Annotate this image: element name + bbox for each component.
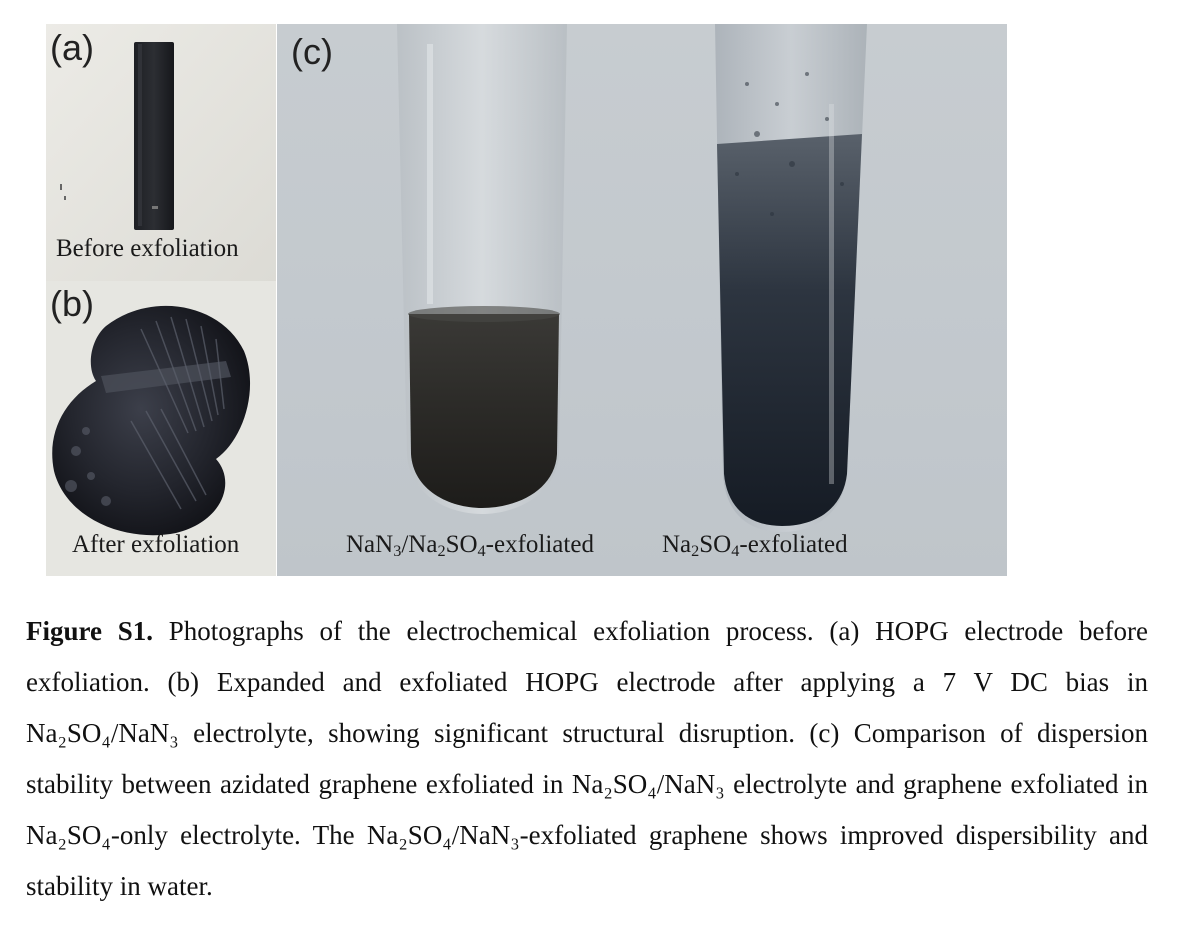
panel-a-caption: Before exfoliation <box>56 235 239 262</box>
panel-b-label: (b) <box>50 283 94 324</box>
figure-caption: Figure S1. Photographs of the electroche… <box>26 606 1148 912</box>
figure-caption-text: Photographs of the electrochemical exfol… <box>26 616 1148 901</box>
centrifuge-tubes-image <box>397 24 867 532</box>
panel-b-caption: After exfoliation <box>72 531 240 558</box>
hopg-electrode-image <box>46 24 276 281</box>
figure-s1: (a) Before exfoliation <box>46 24 1007 576</box>
figure-caption-label: Figure S1. <box>26 616 154 646</box>
panel-c-photo: (c) NaN3/Na2SO4-exfoliated Na2SO4-exfoli… <box>277 24 1007 576</box>
exfoliated-electrode-image <box>46 281 276 576</box>
panel-a-photo: (a) Before exfoliation <box>46 24 276 281</box>
panel-b-photo: (b) After exfoliation <box>46 281 276 576</box>
panel-a-label: (a) <box>50 27 94 68</box>
panel-c-label: (c) <box>291 31 333 72</box>
tube-left-caption: NaN3/Na2SO4-exfoliated <box>346 531 594 561</box>
tube-right-caption: Na2SO4-exfoliated <box>662 531 848 561</box>
